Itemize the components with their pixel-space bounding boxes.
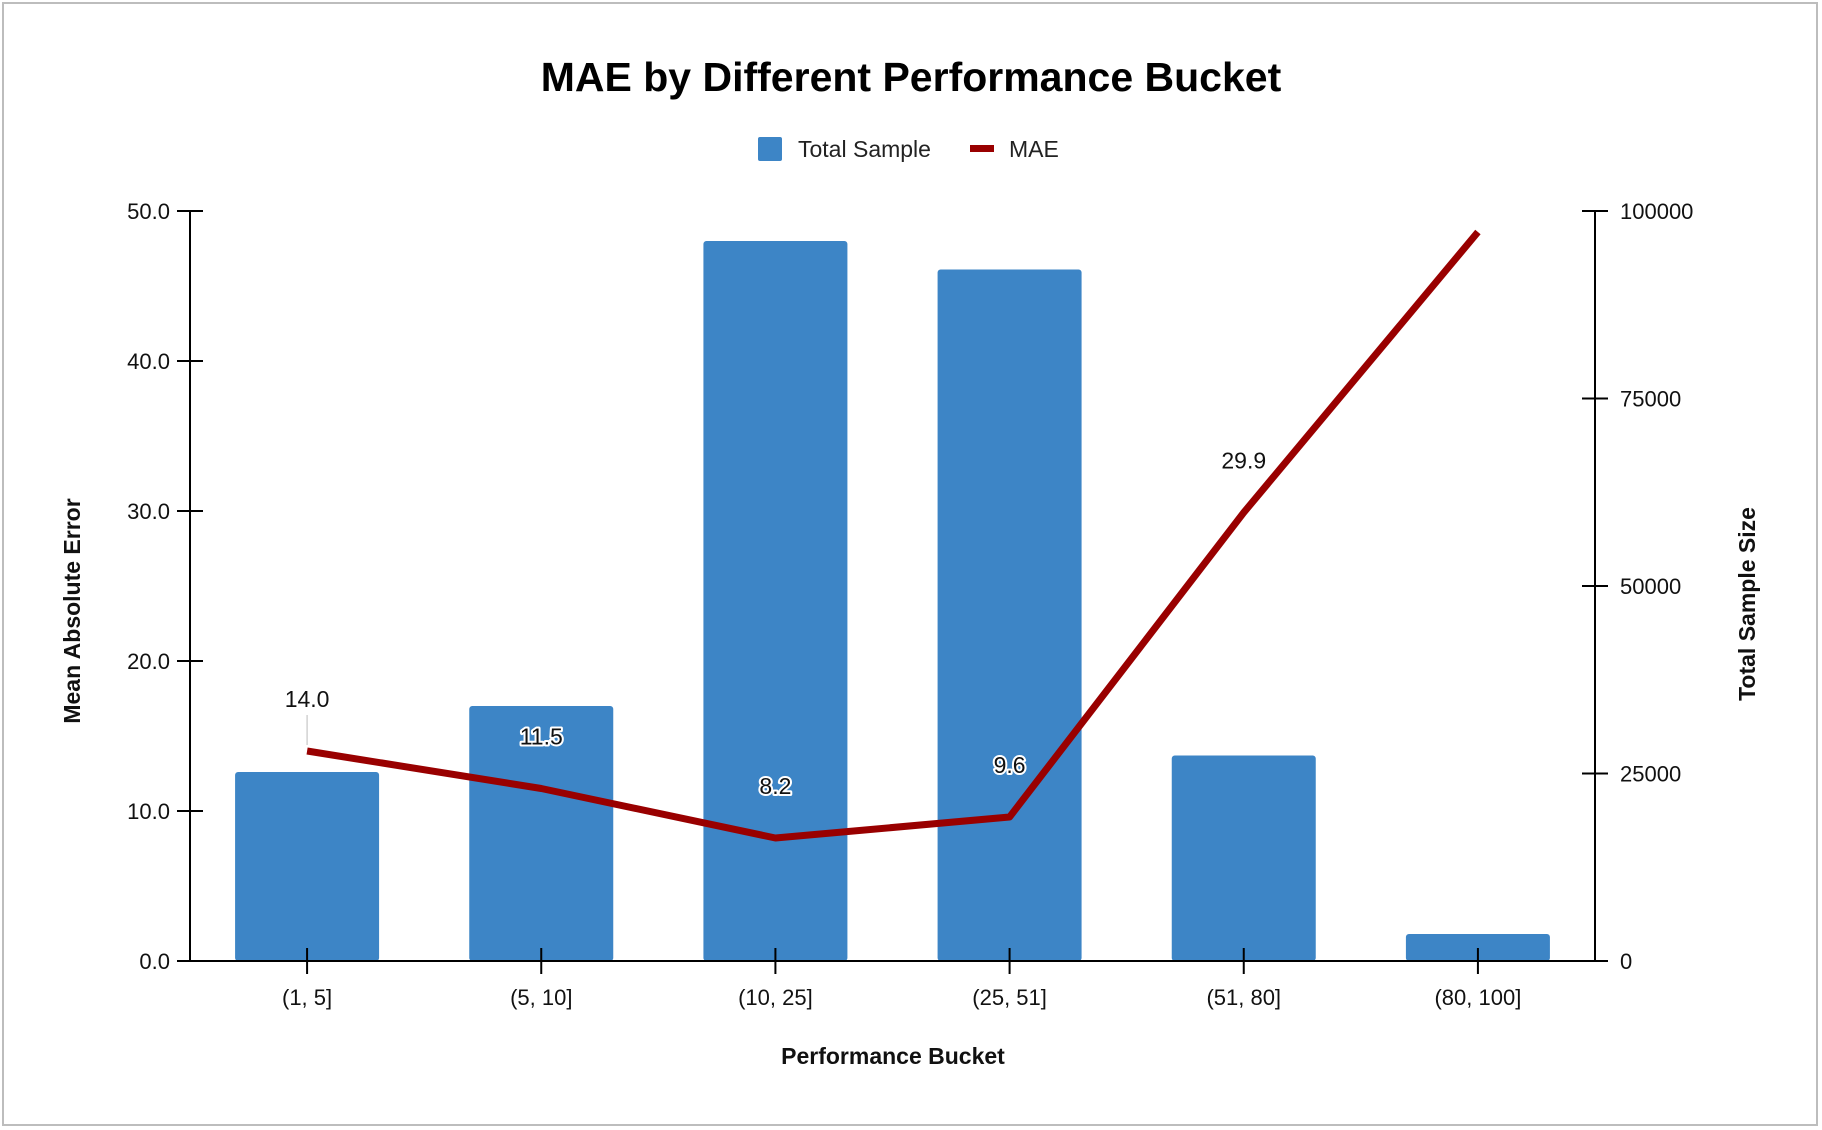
x-tick-label: (51, 80] — [1206, 985, 1281, 1010]
right-axis-title: Total Sample Size — [1734, 507, 1760, 701]
left-tick-label: 30.0 — [127, 499, 170, 524]
legend: Total Sample MAE — [758, 136, 1059, 162]
right-tick-label: 0 — [1620, 949, 1632, 974]
mae-line — [306, 229, 1481, 842]
legend-label-mae: MAE — [1009, 136, 1059, 162]
mae-data-label-1: 11.5 — [520, 724, 563, 750]
left-tick-label: 10.0 — [127, 799, 170, 824]
left-tick-label: 50.0 — [127, 199, 170, 224]
x-tick-label: (80, 100] — [1434, 985, 1521, 1010]
mae-data-label-2: 8.2 — [759, 773, 791, 799]
right-tick-label: 75000 — [1620, 387, 1681, 412]
x-tick-label: (25, 51] — [972, 985, 1047, 1010]
left-axis-title: Mean Absolute Error — [59, 498, 85, 723]
mae-data-label-0: 14.0 — [285, 686, 330, 712]
x-tick-label: (1, 5] — [282, 985, 332, 1010]
mae-data-label-4: 29.9 — [1221, 448, 1266, 474]
left-tick-label: 40.0 — [127, 349, 170, 374]
x-tick-label: (10, 25] — [738, 985, 813, 1010]
bar-0 — [235, 772, 380, 961]
left-tick-label: 20.0 — [127, 649, 170, 674]
right-tick-label: 100000 — [1620, 199, 1693, 224]
legend-label-total-sample: Total Sample — [798, 136, 931, 162]
bar-1 — [469, 706, 614, 961]
x-tick-label: (5, 10] — [510, 985, 572, 1010]
chart-title: MAE by Different Performance Bucket — [541, 54, 1282, 100]
left-tick-label: 0.0 — [139, 949, 170, 974]
right-tick-label: 50000 — [1620, 574, 1681, 599]
bar-2 — [703, 241, 848, 961]
mae-data-label-3: 9.6 — [994, 752, 1026, 778]
bar-3 — [937, 269, 1082, 961]
bar-4 — [1171, 755, 1316, 961]
legend-swatch-total-sample — [758, 137, 782, 161]
x-axis-title: Performance Bucket — [781, 1043, 1005, 1069]
legend-swatch-mae — [970, 145, 994, 152]
bar-5 — [1405, 934, 1550, 961]
right-tick-label: 25000 — [1620, 762, 1681, 787]
